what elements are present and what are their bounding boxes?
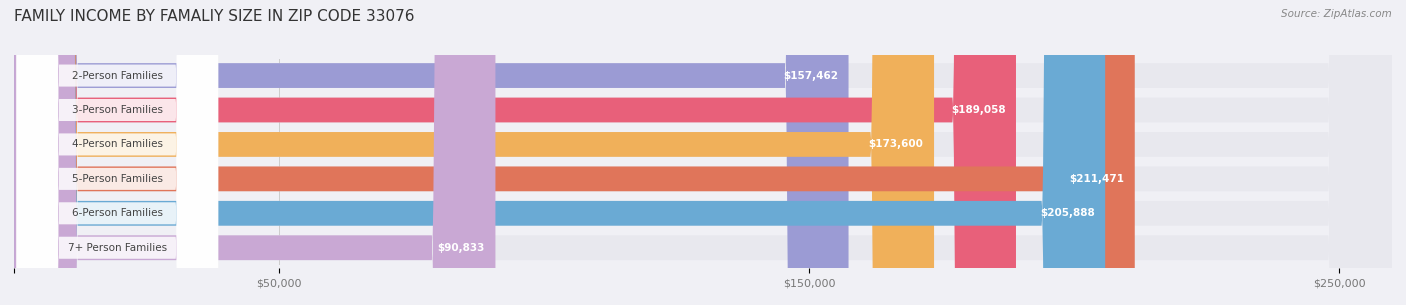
FancyBboxPatch shape xyxy=(14,0,1392,305)
FancyBboxPatch shape xyxy=(14,0,1135,305)
Text: 5-Person Families: 5-Person Families xyxy=(72,174,163,184)
FancyBboxPatch shape xyxy=(17,0,218,305)
Text: $211,471: $211,471 xyxy=(1069,174,1125,184)
FancyBboxPatch shape xyxy=(14,0,1017,305)
FancyBboxPatch shape xyxy=(17,0,218,305)
FancyBboxPatch shape xyxy=(14,0,1392,305)
FancyBboxPatch shape xyxy=(14,0,495,305)
FancyBboxPatch shape xyxy=(14,0,1392,305)
FancyBboxPatch shape xyxy=(17,0,218,305)
Text: 4-Person Families: 4-Person Families xyxy=(72,139,163,149)
Text: 7+ Person Families: 7+ Person Families xyxy=(67,243,167,253)
FancyBboxPatch shape xyxy=(14,0,1392,305)
FancyBboxPatch shape xyxy=(14,0,1392,305)
Text: Source: ZipAtlas.com: Source: ZipAtlas.com xyxy=(1281,9,1392,19)
Text: $90,833: $90,833 xyxy=(437,243,485,253)
Text: $157,462: $157,462 xyxy=(783,70,838,81)
FancyBboxPatch shape xyxy=(14,0,849,305)
FancyBboxPatch shape xyxy=(17,0,218,305)
FancyBboxPatch shape xyxy=(14,0,1392,305)
FancyBboxPatch shape xyxy=(14,0,934,305)
FancyBboxPatch shape xyxy=(17,0,218,305)
Text: $205,888: $205,888 xyxy=(1040,208,1095,218)
Text: 2-Person Families: 2-Person Families xyxy=(72,70,163,81)
Text: $173,600: $173,600 xyxy=(869,139,924,149)
Text: 3-Person Families: 3-Person Families xyxy=(72,105,163,115)
Text: 6-Person Families: 6-Person Families xyxy=(72,208,163,218)
FancyBboxPatch shape xyxy=(17,0,218,305)
Text: $189,058: $189,058 xyxy=(950,105,1005,115)
FancyBboxPatch shape xyxy=(14,0,1105,305)
Text: FAMILY INCOME BY FAMALIY SIZE IN ZIP CODE 33076: FAMILY INCOME BY FAMALIY SIZE IN ZIP COD… xyxy=(14,9,415,24)
